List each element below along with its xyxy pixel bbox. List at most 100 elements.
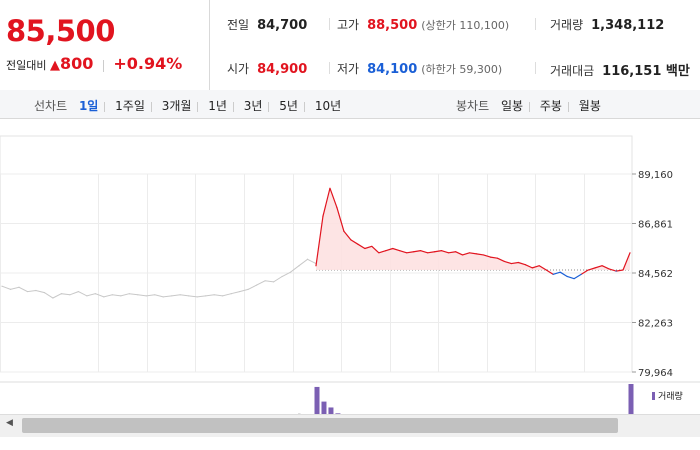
prev-day-point — [281, 275, 283, 278]
today-point — [489, 256, 492, 258]
today-segment — [448, 251, 456, 254]
prev-day-point — [9, 288, 12, 291]
today-segment — [399, 250, 407, 254]
chart-tabs: 선차트 1일 1주일 3개월 1년 3년 5년 10년 봉차트 일봉 주봉 월봉 — [0, 90, 700, 119]
chart-grid — [0, 135, 633, 373]
change-value: 800 — [59, 54, 94, 73]
prev-close: 전일 84,700 — [227, 16, 307, 33]
today-point — [357, 243, 359, 245]
today-segment — [615, 269, 624, 272]
volume-bar-today — [314, 386, 320, 428]
plot-frame — [0, 135, 633, 373]
today-point — [475, 253, 478, 255]
today-point — [385, 250, 387, 252]
today-point — [629, 252, 631, 254]
today-point — [580, 273, 582, 275]
prev-day-point — [52, 297, 54, 299]
volume: 거래량 1,348,112 — [550, 16, 664, 33]
candle-chart-tabs: 봉차트 일봉 주봉 월봉 — [456, 97, 601, 114]
tab-1w[interactable]: 1주일 — [115, 99, 145, 113]
today-point — [524, 264, 526, 266]
amount-label: 거래대금 — [550, 64, 595, 78]
today-point — [517, 261, 519, 264]
y-tick-label: 84,562 — [638, 269, 673, 280]
tab-5y[interactable]: 5년 — [279, 99, 298, 113]
today-segment — [350, 239, 359, 245]
today-point — [350, 239, 352, 241]
today-segment — [462, 252, 470, 256]
prev-day-point — [272, 281, 275, 283]
prev-day-point — [171, 295, 173, 297]
today-point — [538, 265, 540, 267]
current-price: 85,500 — [6, 14, 115, 48]
prev-day-point — [60, 293, 63, 295]
today-fill — [316, 188, 630, 271]
prev-day-point — [77, 290, 79, 293]
tab-weekly[interactable]: 주봉 — [539, 99, 562, 113]
prev-close-value: 84,700 — [257, 18, 308, 33]
amount-value: 116,151 백만 — [602, 64, 690, 79]
today-point — [378, 252, 380, 254]
prev-day-point — [94, 293, 96, 295]
tab-divider — [303, 101, 305, 112]
y-axis: 89,160 86,861 84,562 82,263 79,964 — [632, 170, 673, 379]
price-chart: 89,160 86,861 84,562 82,263 79,964 거래량 — [0, 135, 700, 429]
today-point — [552, 273, 554, 275]
today-point — [510, 262, 512, 265]
today-point — [559, 271, 561, 273]
volume-value: 1,348,112 — [591, 18, 665, 33]
prev-day-point — [137, 294, 139, 296]
today-point — [454, 251, 457, 253]
legend-swatch — [652, 392, 655, 400]
prev-day-point — [86, 295, 88, 297]
today-point — [468, 252, 471, 254]
today-point — [315, 265, 317, 267]
stats-panel: 전일 84,700 고가 88,500 (상한가 110,100) 거래량 1,348,… — [210, 0, 700, 90]
today-segment — [343, 230, 352, 241]
high: 고가 88,500 (상한가 110,100) — [337, 16, 509, 33]
today-point — [615, 270, 617, 272]
today-segment — [427, 251, 435, 254]
today-point — [566, 275, 568, 278]
tab-10y[interactable]: 10년 — [314, 99, 342, 113]
today-segment — [538, 265, 547, 271]
prev-day-point — [120, 295, 122, 297]
tab-daily[interactable]: 일봉 — [500, 99, 524, 113]
tab-1y[interactable]: 1년 — [208, 99, 227, 113]
today-segment — [441, 250, 449, 254]
prev-day-point — [43, 292, 46, 294]
low-label: 저가 — [337, 62, 360, 76]
prev-day-point — [230, 293, 232, 295]
tab-3m[interactable]: 3개월 — [161, 99, 192, 113]
today-segment — [322, 188, 331, 217]
today-point — [545, 269, 547, 271]
today-segment — [469, 252, 477, 255]
price-box: 85,500 전일대비 ▲800 +0.94% — [0, 0, 210, 90]
scroll-left-icon[interactable]: ◀ — [6, 418, 13, 428]
upper-limit: (상한가 110,100) — [421, 19, 510, 32]
today-segment — [483, 254, 491, 258]
prev-day-point — [298, 265, 300, 267]
today-segment — [406, 251, 414, 254]
prev-day-point — [289, 271, 292, 273]
today-point — [587, 269, 589, 271]
today-segment — [490, 256, 498, 259]
prev-day-point — [128, 293, 130, 295]
today-point — [427, 252, 429, 254]
y-tick-label: 82,263 — [638, 319, 673, 330]
prev-day-point — [18, 286, 20, 288]
tab-1d[interactable]: 1일 — [78, 99, 99, 113]
prev-day-point — [188, 295, 190, 297]
today-segment — [385, 247, 393, 252]
tab-3y[interactable]: 3년 — [243, 99, 263, 113]
scrollbar-thumb[interactable] — [22, 418, 618, 433]
prev-day-point — [179, 294, 181, 296]
volume-legend: 거래량 — [652, 390, 683, 402]
tab-divider — [529, 101, 531, 112]
today-segment — [413, 250, 421, 253]
today-segment — [364, 245, 372, 250]
today-segment — [497, 257, 505, 262]
tab-monthly[interactable]: 월봉 — [578, 99, 601, 113]
prev-day-point — [306, 258, 309, 260]
today-point — [441, 250, 443, 252]
